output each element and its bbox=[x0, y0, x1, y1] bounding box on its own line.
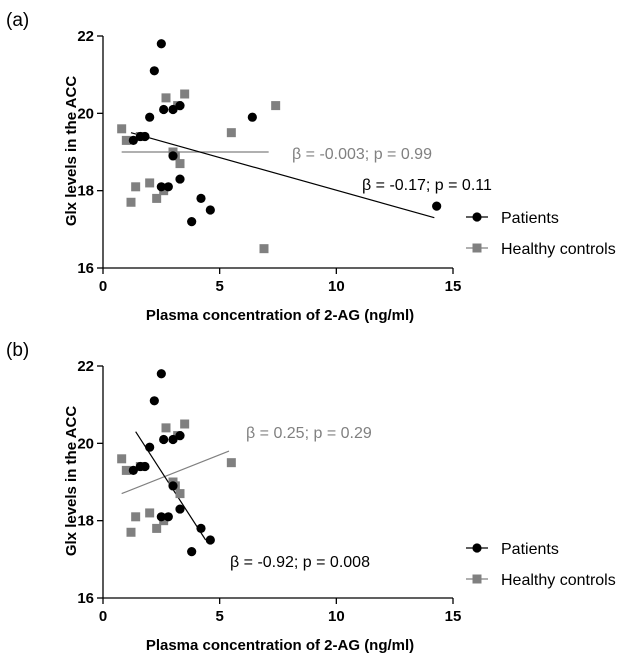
legend-marker-patients bbox=[472, 212, 482, 222]
data-point-patients bbox=[156, 182, 166, 192]
data-point-controls bbox=[126, 197, 136, 207]
data-point-patients bbox=[187, 217, 197, 227]
data-point-controls bbox=[117, 454, 127, 464]
data-point-controls bbox=[180, 419, 190, 429]
x-tick-label: 5 bbox=[215, 278, 223, 295]
x-tick-label: 15 bbox=[445, 278, 462, 295]
scatter-plot-b: (b) Glx levels in the ACC Plasma concent… bbox=[6, 340, 616, 654]
data-point-patients bbox=[156, 39, 166, 49]
legend-label-controls: Healthy controls bbox=[501, 241, 616, 258]
y-tick-label: 18 bbox=[77, 183, 94, 200]
data-point-controls bbox=[226, 458, 236, 468]
panel-label: (b) bbox=[6, 340, 29, 361]
data-point-controls bbox=[271, 101, 281, 111]
legend: Patients Healthy controls bbox=[466, 541, 616, 589]
data-point-patients bbox=[247, 112, 257, 122]
data-point-controls bbox=[145, 508, 155, 518]
data-point-patients bbox=[175, 431, 185, 441]
data-point-patients bbox=[149, 396, 159, 406]
y-tick-label: 22 bbox=[77, 358, 94, 375]
y-tick-label: 16 bbox=[77, 260, 94, 277]
data-point-controls bbox=[145, 178, 155, 188]
annotation-controls: β = -0.003; p = 0.99 bbox=[292, 146, 432, 163]
data-point-controls bbox=[161, 423, 171, 433]
x-axis-label: Plasma concentration of 2-AG (ng/ml) bbox=[146, 307, 414, 324]
data-point-controls bbox=[121, 465, 131, 475]
data-point-controls bbox=[121, 135, 131, 145]
data-point-patients bbox=[175, 101, 185, 111]
legend-label-controls: Healthy controls bbox=[501, 572, 616, 589]
x-tick-label: 5 bbox=[215, 608, 223, 625]
legend-label-patients: Patients bbox=[501, 210, 559, 227]
x-axis-label: Plasma concentration of 2-AG (ng/ml) bbox=[146, 637, 414, 654]
fit-line-controls bbox=[121, 450, 230, 495]
y-tick-label: 20 bbox=[77, 105, 94, 122]
x-tick-label: 0 bbox=[99, 278, 107, 295]
fit-line-patients bbox=[130, 132, 435, 219]
data-point-controls bbox=[259, 244, 269, 254]
data-point-patients bbox=[145, 112, 155, 122]
data-point-controls bbox=[175, 489, 185, 499]
legend-marker-controls bbox=[472, 574, 482, 584]
data-point-controls bbox=[175, 159, 185, 169]
data-point-patients bbox=[187, 547, 197, 557]
data-point-patients bbox=[159, 104, 169, 115]
y-tick-label: 18 bbox=[77, 513, 94, 530]
annotation-patients: β = -0.17; p = 0.11 bbox=[362, 177, 492, 194]
data-point-patients bbox=[128, 135, 138, 145]
x-tick-label: 10 bbox=[328, 608, 345, 625]
x-tick-label: 10 bbox=[328, 278, 345, 295]
x-tick-label: 0 bbox=[99, 608, 107, 625]
y-tick-label: 22 bbox=[77, 28, 94, 45]
y-tick-label: 16 bbox=[77, 590, 94, 607]
annotation-controls: β = 0.25; p = 0.29 bbox=[246, 425, 372, 442]
data-point-patients bbox=[168, 104, 178, 115]
data-point-controls bbox=[126, 527, 136, 537]
legend-label-patients: Patients bbox=[501, 541, 559, 558]
chart-panel-a: (a) Glx levels in the ACC Plasma concent… bbox=[0, 0, 638, 326]
y-axis-label: Glx levels in the ACC bbox=[63, 76, 80, 226]
legend: Patients Healthy controls bbox=[466, 210, 616, 258]
legend-marker-controls bbox=[472, 243, 482, 253]
data-point-patients bbox=[163, 182, 173, 192]
data-point-controls bbox=[152, 193, 162, 203]
data-point-patients bbox=[156, 369, 166, 379]
data-point-patients bbox=[168, 151, 178, 161]
data-point-patients bbox=[140, 461, 150, 472]
data-point-controls bbox=[117, 124, 127, 134]
x-tick-label: 15 bbox=[445, 608, 462, 625]
y-axis-label: Glx levels in the ACC bbox=[63, 406, 80, 556]
panel-label: (a) bbox=[6, 10, 29, 31]
data-point-patients bbox=[196, 523, 206, 533]
data-point-controls bbox=[131, 512, 141, 522]
data-point-patients bbox=[205, 535, 215, 545]
data-point-patients bbox=[163, 512, 173, 522]
data-point-patients bbox=[156, 512, 166, 522]
data-point-patients bbox=[140, 131, 150, 142]
data-point-patients bbox=[168, 481, 178, 491]
y-tick-label: 20 bbox=[77, 435, 94, 452]
legend-marker-patients bbox=[472, 543, 482, 553]
data-point-patients bbox=[175, 174, 185, 184]
data-point-controls bbox=[180, 89, 190, 99]
data-point-patients bbox=[168, 434, 178, 445]
data-point-controls bbox=[131, 182, 141, 192]
data-point-controls bbox=[152, 523, 162, 533]
data-point-patients bbox=[175, 504, 185, 514]
chart-panel-b: (b) Glx levels in the ACC Plasma concent… bbox=[0, 330, 638, 656]
annotation-patients: β = -0.92; p = 0.008 bbox=[230, 554, 370, 571]
data-point-patients bbox=[205, 205, 215, 215]
data-point-patients bbox=[196, 193, 206, 203]
data-point-patients bbox=[159, 434, 169, 445]
data-point-controls bbox=[226, 128, 236, 138]
data-point-patients bbox=[128, 465, 138, 475]
data-point-controls bbox=[161, 93, 171, 103]
data-point-patients bbox=[145, 442, 155, 452]
data-point-patients bbox=[432, 201, 442, 211]
data-point-patients bbox=[149, 66, 159, 76]
scatter-plot-a: (a) Glx levels in the ACC Plasma concent… bbox=[6, 10, 616, 324]
